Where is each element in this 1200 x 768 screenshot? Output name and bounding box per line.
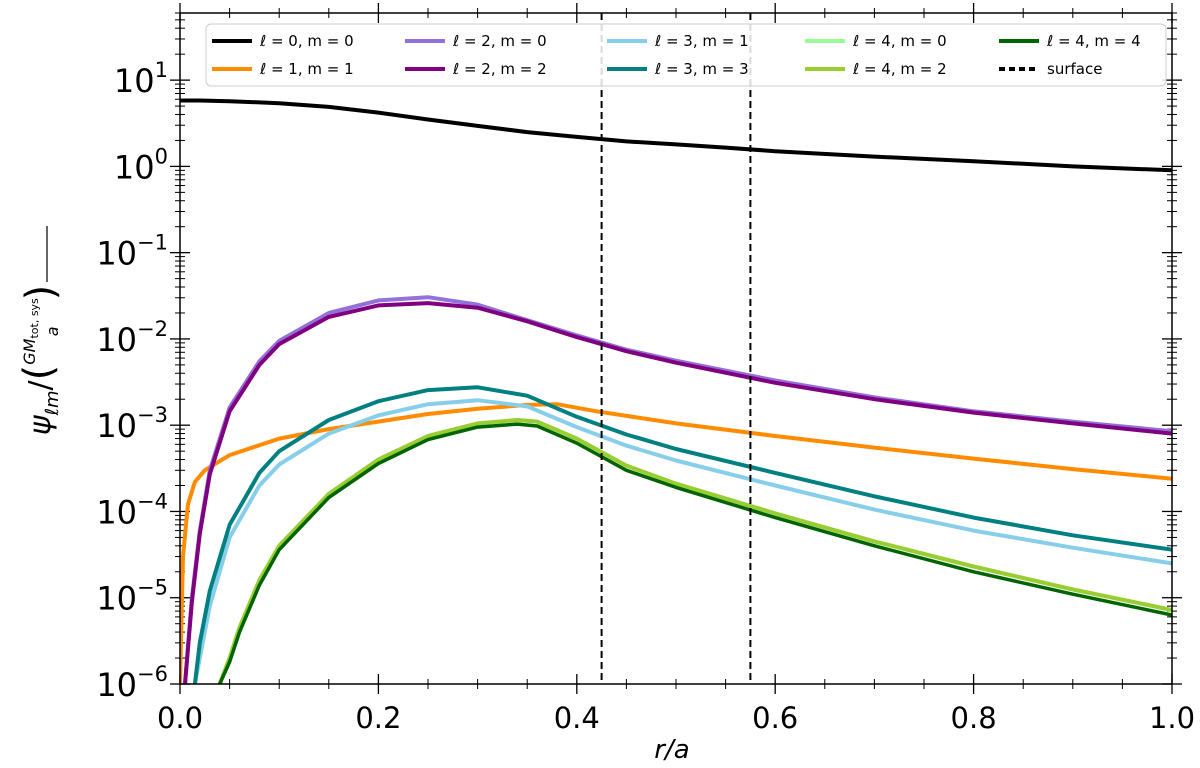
y-tick-label: 100 xyxy=(114,144,168,186)
plot-frame xyxy=(179,12,1173,685)
series-line-7 xyxy=(217,418,1172,684)
y-tick-label: 10−3 xyxy=(96,403,168,445)
y-tick-label: 10−5 xyxy=(96,576,168,618)
legend-label: ℓ = 3, m = 1 xyxy=(654,32,749,50)
legend-label: surface xyxy=(1047,60,1102,78)
x-tick-labels: 0.0 0.2 0.4 0.6 0.8 1.0 xyxy=(157,701,1195,735)
series-line-1 xyxy=(180,402,1172,684)
y-tick-label: 10−1 xyxy=(96,231,168,273)
x-tick-label: 0.4 xyxy=(554,701,600,735)
y-tick-labels: 10−6 10−5 10−4 10−3 10−2 10−1 100 101 xyxy=(96,58,168,704)
y-axis-label: ψℓm/(GMtot, sys a) xyxy=(16,226,64,435)
y-label-open-paren: ( xyxy=(16,365,62,381)
x-tick-label: 0.8 xyxy=(951,701,997,735)
y-tick-label: 10−4 xyxy=(96,489,168,531)
y-label-den: a xyxy=(43,326,62,336)
series-line-5 xyxy=(192,385,1172,684)
legend-label: ℓ = 2, m = 0 xyxy=(452,32,547,50)
y-label-sub: ℓm xyxy=(42,390,63,416)
legend-label: ℓ = 1, m = 1 xyxy=(259,60,354,78)
y-label-slash: / xyxy=(23,379,58,390)
y-tick-label: 10−2 xyxy=(96,317,168,359)
y-tick-label: 10−6 xyxy=(96,662,168,704)
series-layer xyxy=(180,98,1172,684)
legend-frame xyxy=(205,23,1167,87)
series-line-0 xyxy=(180,98,1172,173)
legend-label: ℓ = 4, m = 2 xyxy=(852,60,947,78)
y-label-num-sub: tot, sys xyxy=(28,298,41,339)
legend-label: ℓ = 4, m = 4 xyxy=(1046,32,1141,50)
y-tick-label: 101 xyxy=(114,58,168,100)
legend-label: ℓ = 4, m = 0 xyxy=(852,32,947,50)
legend-label: ℓ = 3, m = 3 xyxy=(654,60,749,78)
y-label-psi: ψ xyxy=(23,414,58,435)
y-label-num: GM xyxy=(20,338,39,364)
x-tick-label: 0.2 xyxy=(355,701,401,735)
series-line-4 xyxy=(192,398,1172,684)
series-line-8 xyxy=(217,422,1172,684)
legend-label: ℓ = 0, m = 0 xyxy=(259,32,354,50)
x-tick-label: 1.0 xyxy=(1149,701,1195,735)
x-axis-label: r/a xyxy=(654,735,689,765)
x-tick-label: 0.6 xyxy=(752,701,798,735)
y-label-close-paren: ) xyxy=(18,285,64,301)
x-tick-label: 0.0 xyxy=(157,701,203,735)
reference-lines xyxy=(600,13,752,684)
series-line-3 xyxy=(183,301,1172,684)
legend: ℓ = 0, m = 0 ℓ = 2, m = 0 ℓ = 3, m = 1 ℓ = … xyxy=(205,23,1167,87)
legend-label: ℓ = 2, m = 2 xyxy=(452,60,547,78)
